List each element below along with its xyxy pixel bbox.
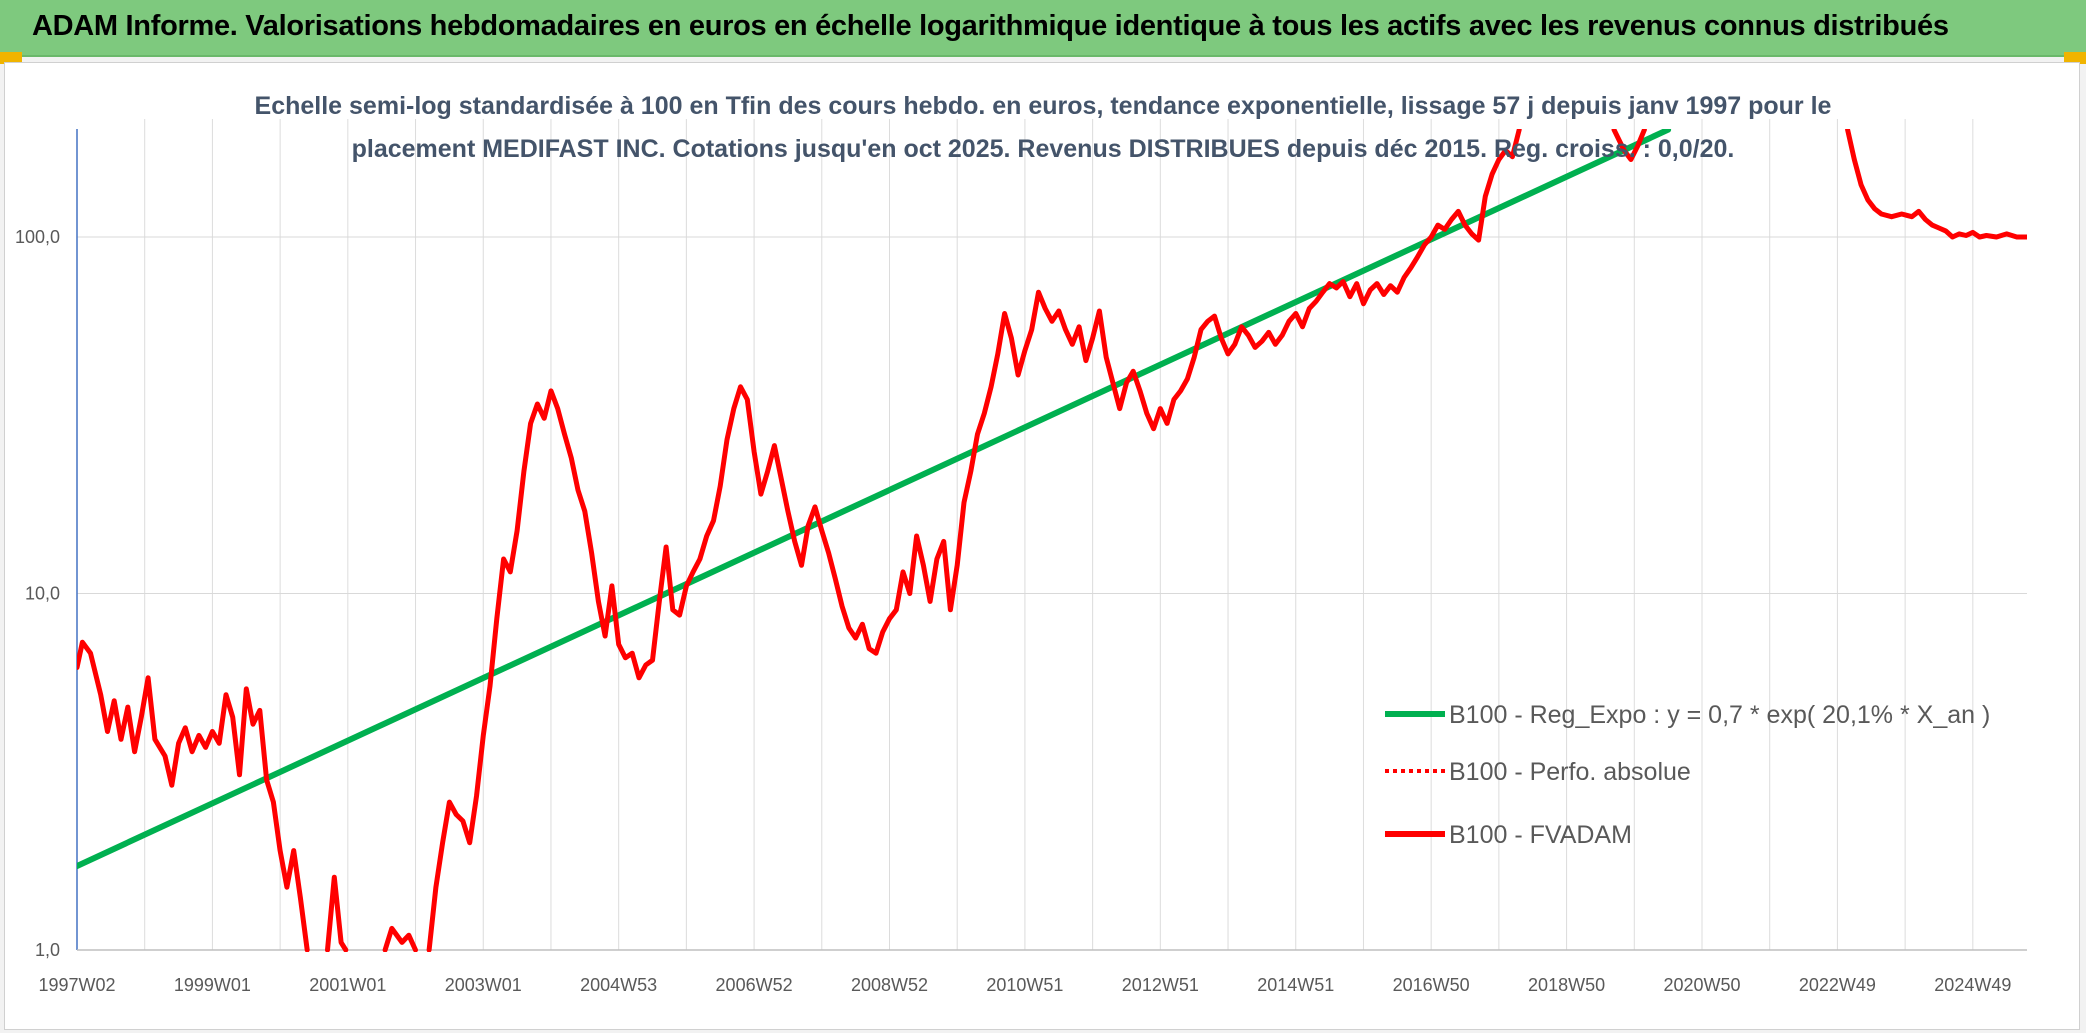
axes bbox=[76, 129, 2027, 951]
fvadam-line bbox=[1845, 129, 2027, 240]
x-tick-label: 1997W02 bbox=[38, 975, 115, 995]
chart-subtitle: Echelle semi-log standardisée à 100 en T… bbox=[255, 92, 1832, 163]
chart-subtitle-line-2: placement MEDIFAST INC. Cotations jusqu'… bbox=[352, 135, 1735, 163]
x-tick-label: 2024W49 bbox=[1934, 975, 2011, 995]
trend-line bbox=[77, 129, 1672, 869]
y-tick-label: 10,0 bbox=[25, 584, 60, 604]
fvadam-line bbox=[1611, 129, 1647, 162]
fvadam-line bbox=[382, 925, 418, 952]
legend-entry: B100 - Reg_Expo : y = 0,7 * exp( 20,1% *… bbox=[1449, 701, 1990, 729]
corner-marker-right bbox=[2064, 52, 2086, 64]
x-tick-label: 2022W49 bbox=[1799, 975, 1876, 995]
y-tick-labels: 1,0 10,0 100,0 bbox=[15, 227, 60, 960]
x-tick-label: 2016W50 bbox=[1393, 975, 1470, 995]
x-tick-label: 2003W01 bbox=[445, 975, 522, 995]
series-clip-group bbox=[77, 129, 2027, 952]
chart-subtitle-line-1: Echelle semi-log standardisée à 100 en T… bbox=[255, 92, 1832, 120]
x-tick-label: 2006W52 bbox=[716, 975, 793, 995]
x-tick-label: 2010W51 bbox=[986, 975, 1063, 995]
x-tick-label: 2014W51 bbox=[1257, 975, 1334, 995]
report-title: ADAM Informe. Valorisations hebdomadaire… bbox=[32, 10, 1949, 42]
corner-marker-left bbox=[0, 52, 22, 64]
legend-entry: B100 - FVADAM bbox=[1449, 821, 1632, 849]
report-header: ADAM Informe. Valorisations hebdomadaire… bbox=[0, 0, 2086, 57]
x-tick-labels: 1997W02 1999W01 2001W01 2003W01 2004W53 2006W… bbox=[38, 975, 2011, 995]
x-tick-label: 2008W52 bbox=[851, 975, 928, 995]
x-tick-label: 2012W51 bbox=[1122, 975, 1199, 995]
legend-entry: B100 - Perfo. absolue bbox=[1449, 758, 1691, 786]
series-lines bbox=[77, 129, 2027, 952]
y-tick-label: 1,0 bbox=[35, 940, 60, 960]
fvadam-line bbox=[426, 129, 1522, 952]
x-tick-label: 1999W01 bbox=[174, 975, 251, 995]
x-tick-label: 2020W50 bbox=[1663, 975, 1740, 995]
y-tick-label: 100,0 bbox=[15, 227, 60, 247]
fvadam-line bbox=[77, 639, 310, 952]
x-tick-label: 2004W53 bbox=[580, 975, 657, 995]
fvadam-line bbox=[325, 874, 349, 952]
x-tick-label: 2018W50 bbox=[1528, 975, 1605, 995]
chart-legend: B100 - Reg_Expo : y = 0,7 * exp( 20,1% *… bbox=[1385, 701, 1990, 849]
chart-panel bbox=[4, 62, 2080, 1030]
x-tick-label: 2001W01 bbox=[309, 975, 386, 995]
grid-lines bbox=[77, 119, 2027, 951]
